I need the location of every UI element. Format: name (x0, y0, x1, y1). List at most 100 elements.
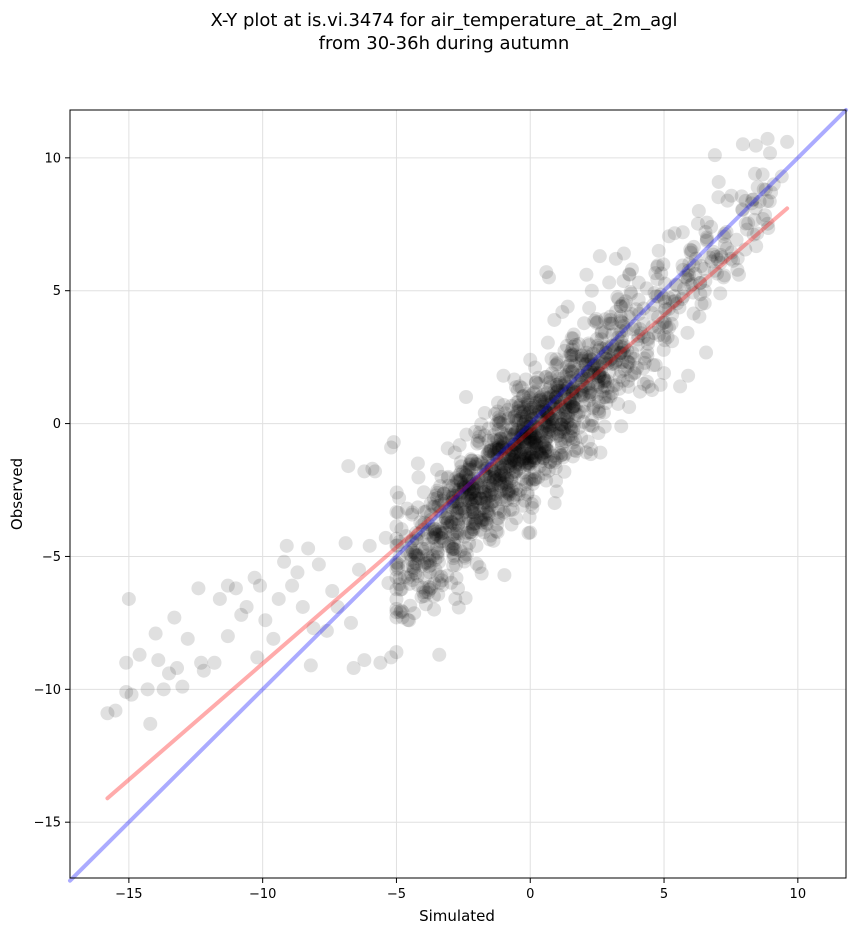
data-point (518, 449, 533, 464)
data-point (563, 395, 578, 410)
data-point (569, 386, 584, 401)
y-axis-label: Observed (8, 458, 26, 530)
data-point (661, 301, 676, 316)
data-point (365, 461, 380, 476)
data-point (506, 479, 521, 494)
data-point (523, 409, 538, 424)
data-point (520, 455, 535, 470)
data-point (507, 437, 522, 452)
data-point (487, 406, 502, 421)
data-point (427, 499, 442, 514)
data-point (525, 427, 540, 442)
data-point (632, 322, 647, 337)
data-point (657, 366, 672, 381)
data-point (395, 604, 410, 619)
data-point (494, 463, 509, 478)
data-point (665, 307, 680, 322)
data-point (606, 344, 621, 359)
regression-fit-line (105, 206, 790, 801)
data-point (640, 344, 655, 359)
data-point (747, 212, 762, 227)
data-point (693, 276, 708, 291)
data-point (434, 493, 449, 508)
data-point (457, 549, 472, 564)
data-point (446, 558, 461, 573)
data-point (710, 252, 725, 267)
data-point (582, 301, 597, 316)
data-point (534, 425, 549, 440)
data-point (191, 581, 206, 596)
data-point (194, 655, 209, 670)
data-point (491, 511, 506, 526)
data-point (535, 435, 550, 450)
data-point (539, 441, 554, 456)
x-tick-label: −5 (387, 887, 406, 902)
data-point (472, 435, 487, 450)
data-point (279, 538, 294, 553)
data-point (425, 530, 440, 545)
data-point (445, 494, 460, 509)
data-point (664, 316, 679, 331)
data-point (697, 283, 712, 298)
data-point (565, 384, 580, 399)
data-point (517, 493, 532, 508)
data-point (605, 356, 620, 371)
data-point (651, 320, 666, 335)
data-point (518, 413, 533, 428)
data-point (427, 602, 442, 617)
data-point (544, 397, 559, 412)
y-tick-label: −10 (34, 683, 61, 698)
data-point (490, 404, 505, 419)
data-point (464, 492, 479, 507)
data-point (519, 451, 534, 466)
data-point (430, 550, 445, 565)
data-point (407, 555, 422, 570)
data-point (518, 431, 533, 446)
data-point (521, 449, 536, 464)
data-point (462, 476, 477, 491)
data-point (528, 395, 543, 410)
data-point (463, 487, 478, 502)
data-point (516, 389, 531, 404)
data-point (553, 399, 568, 414)
data-point (461, 478, 476, 493)
data-point (693, 287, 708, 302)
data-point (574, 382, 589, 397)
data-point (620, 343, 635, 358)
data-point (417, 544, 432, 559)
data-point (658, 303, 673, 318)
data-point (513, 445, 528, 460)
data-point (453, 473, 468, 488)
data-point (511, 394, 526, 409)
data-point (697, 296, 712, 311)
data-point (465, 517, 480, 532)
data-point (496, 397, 511, 412)
data-point (415, 518, 430, 533)
data-point (609, 377, 624, 392)
data-point (568, 385, 583, 400)
data-point (613, 309, 628, 324)
data-point (473, 511, 488, 526)
data-point (519, 424, 534, 439)
data-point (525, 430, 540, 445)
data-point (525, 405, 540, 420)
data-point (586, 399, 601, 414)
data-point (541, 391, 556, 406)
data-point (415, 558, 430, 573)
data-point (536, 451, 551, 466)
data-point (524, 411, 539, 426)
data-point (602, 316, 617, 331)
data-point (522, 432, 537, 447)
data-point (756, 182, 771, 197)
data-point (511, 436, 526, 451)
data-point (548, 390, 563, 405)
data-point (435, 578, 450, 593)
data-point (503, 458, 518, 473)
data-point (752, 194, 767, 209)
data-point (479, 487, 494, 502)
data-point (480, 447, 495, 462)
data-point (521, 420, 536, 435)
data-point (682, 256, 697, 271)
